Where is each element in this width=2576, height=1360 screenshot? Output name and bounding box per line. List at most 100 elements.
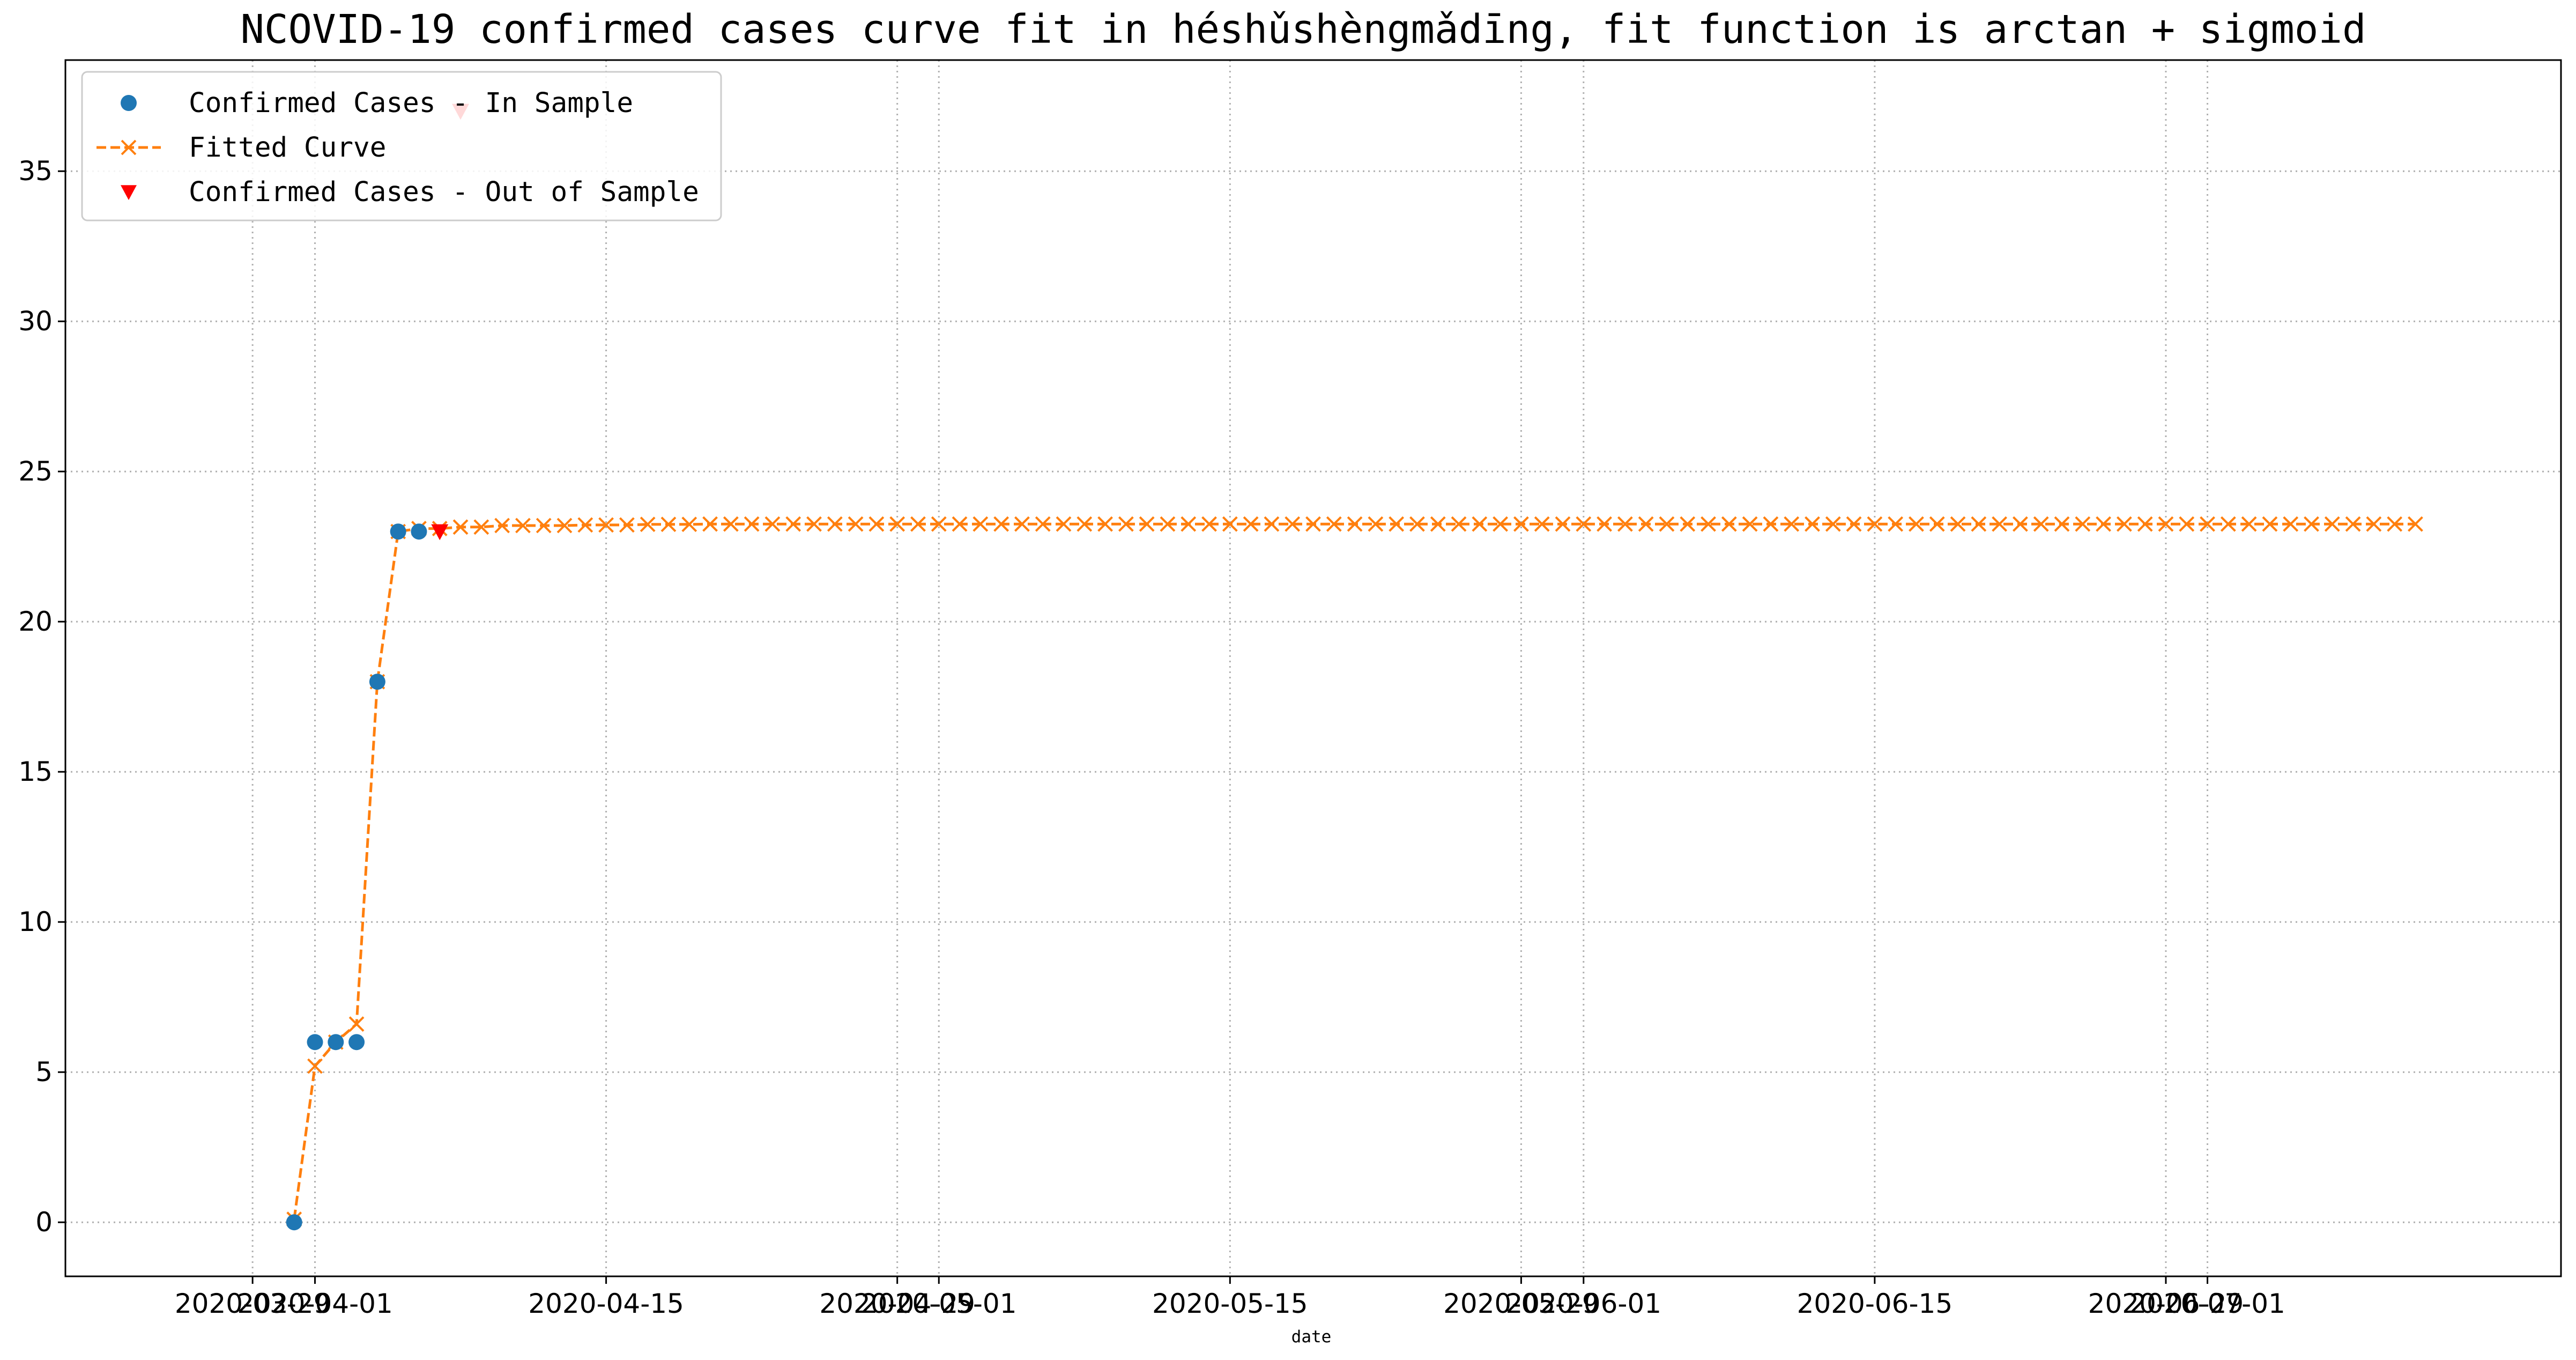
y-tick-label: 10	[18, 906, 53, 937]
fitted-curve-point	[2283, 516, 2299, 532]
fitted-curve-point	[1305, 516, 1321, 532]
fitted-curve-point	[515, 518, 531, 534]
fitted-curve-point	[2179, 516, 2195, 532]
fitted-curve-point	[1888, 516, 1904, 532]
fitted-curve-point	[1929, 516, 1945, 532]
x-tick-label: 2020-04-15	[528, 1288, 684, 1319]
fitted-curve-point	[1867, 516, 1883, 532]
x-axis-label: date	[1291, 1327, 1332, 1347]
y-tick-label: 0	[35, 1207, 53, 1238]
y-tick-label: 30	[18, 306, 53, 337]
fitted-curve-point	[1597, 516, 1612, 532]
x-tick-label: 2020-04-29	[819, 1288, 975, 1319]
fitted-curve-point	[1513, 516, 1529, 532]
fitted-curve-point	[1805, 516, 1820, 532]
in-sample-point	[286, 1214, 302, 1231]
legend-marker	[121, 95, 137, 111]
fitted-curve-point	[2304, 516, 2319, 532]
fitted-curve-point	[1347, 516, 1363, 532]
fitted-curve-point	[1222, 516, 1238, 532]
fitted-curve-point	[1742, 516, 1758, 532]
fitted-curve-point	[931, 516, 947, 532]
fitted-curve-point	[577, 517, 593, 533]
fitted-curve-point	[952, 516, 968, 532]
in-sample-point	[307, 1034, 323, 1051]
fitted-curve-point	[889, 516, 905, 532]
fitted-curve-point	[1784, 516, 1800, 532]
fitted-curve-point	[1243, 516, 1259, 532]
x-tick-label: 2020-05-15	[1152, 1288, 1308, 1319]
fitted-curve-point	[1721, 516, 1737, 532]
x-tick-label: 2020-05-01	[861, 1288, 1017, 1319]
fitted-curve-point	[848, 516, 864, 532]
fitted-curve-point	[827, 516, 843, 532]
fitted-curve-point	[619, 517, 635, 533]
fitted-curve-point	[1617, 516, 1633, 532]
fitted-curve-point	[2075, 516, 2091, 532]
fitted-curve-point	[348, 1016, 365, 1032]
fitted-curve-point	[1576, 516, 1592, 532]
fitted-curve-point	[1389, 516, 1405, 532]
fitted-curve-point	[1326, 516, 1342, 532]
fitted-curve-point	[868, 516, 885, 532]
fitted-curve-point	[2262, 516, 2278, 532]
fitted-curve-point	[2033, 516, 2049, 532]
y-tick-label: 20	[18, 606, 53, 637]
fitted-curve-point	[1035, 516, 1051, 532]
fitted-curve-point	[1493, 516, 1509, 532]
legend-marker	[121, 139, 137, 156]
fitted-curve-point	[1264, 516, 1280, 532]
fitted-curve-point	[2387, 516, 2403, 532]
fitted-curve-point	[1638, 516, 1654, 532]
fitted-curve-point	[1014, 516, 1030, 532]
fitted-curve-point	[1430, 516, 1446, 532]
fitted-curve-point	[2013, 516, 2028, 532]
fitted-curve-point	[993, 516, 1009, 532]
in-sample-point	[411, 523, 427, 540]
fitted-curve-point	[640, 516, 656, 533]
fitted-curve-point	[1555, 516, 1571, 532]
fitted-curve-point	[1846, 516, 1862, 532]
legend-marker	[121, 185, 137, 200]
fitted-curve-point	[1097, 516, 1113, 532]
fitted-curve-point	[2096, 516, 2111, 532]
legend-label: Confirmed Cases - In Sample	[189, 87, 633, 119]
x-tick-label: 2020-05-29	[1443, 1288, 1599, 1319]
x-tick-label: 2020-06-01	[1506, 1288, 1662, 1319]
chart-title: NCOVID-19 confirmed cases curve fit in h…	[240, 6, 2366, 53]
fitted-curve-point	[1659, 516, 1675, 532]
fitted-curve-point	[1201, 516, 1217, 532]
fitted-curve-point	[2345, 516, 2361, 532]
fitted-curve-point	[2054, 516, 2070, 532]
y-tick-label: 15	[18, 756, 53, 787]
x-tick-label: 2020-06-15	[1797, 1288, 1953, 1319]
fitted-curve-point	[1680, 516, 1696, 532]
fitted-curve-point	[681, 516, 697, 533]
fitted-curve-point	[1950, 516, 1966, 532]
y-tick-label: 5	[35, 1056, 53, 1088]
fitted-curve-point	[2200, 516, 2215, 532]
fitted-curve-point	[307, 1058, 323, 1074]
x-tick-label: 2020-07-01	[2129, 1288, 2285, 1319]
fitted-curve-point	[2366, 516, 2382, 532]
fitted-curve-point	[1909, 516, 1924, 532]
fitted-curve-point	[598, 517, 614, 533]
fitted-curve-point	[556, 518, 573, 534]
fitted-curve-point	[1992, 516, 2008, 532]
fitted-curve-point	[1139, 516, 1155, 532]
fitted-curve-point	[660, 516, 677, 533]
fitted-curve-point	[2408, 516, 2423, 532]
fitted-curve-point	[806, 516, 822, 532]
in-sample-point	[328, 1034, 344, 1051]
fitted-curve-point	[1763, 516, 1779, 532]
fitted-curve-point	[1368, 516, 1384, 532]
x-tick-label: 2020-04-01	[237, 1288, 393, 1319]
fitted-curve-point	[702, 516, 718, 532]
fitted-curve-point	[473, 519, 489, 535]
plot-area	[286, 104, 2423, 1231]
fitted-curve-point	[1701, 516, 1716, 532]
in-sample-point	[390, 523, 406, 540]
legend: Confirmed Cases - In Sample Fitted Curve C…	[81, 71, 722, 221]
